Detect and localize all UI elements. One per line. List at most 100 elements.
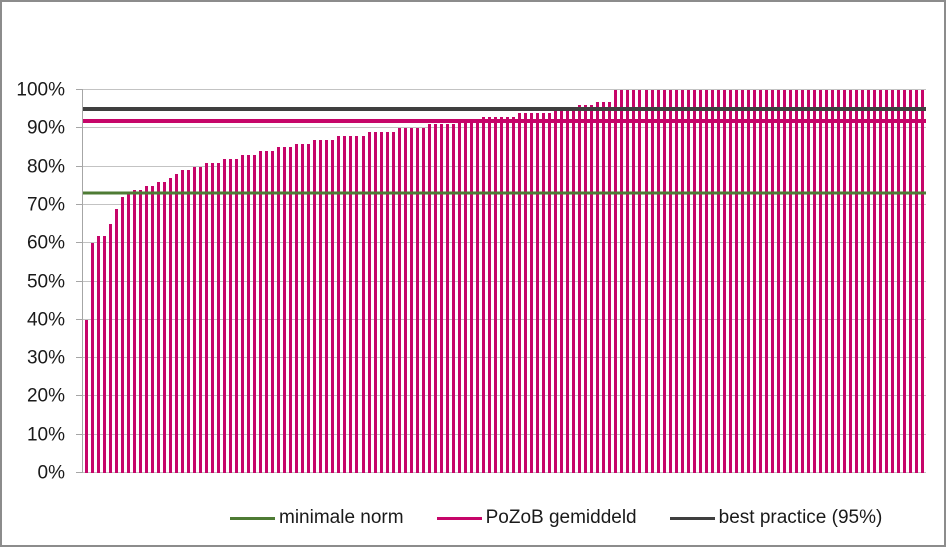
- bar: [210, 162, 214, 473]
- y-axis-tick: [76, 318, 83, 320]
- bar: [283, 147, 287, 473]
- bar: [674, 90, 678, 473]
- bar: [656, 90, 660, 473]
- bar: [295, 143, 299, 473]
- bar: [277, 147, 281, 473]
- bar: [728, 90, 732, 473]
- gridline-0: [83, 472, 926, 473]
- bar: [807, 90, 811, 473]
- bar: [247, 155, 251, 473]
- y-axis-tick: [76, 433, 83, 435]
- legend-item-pozob-gemiddeld: PoZoB gemiddeld: [436, 507, 637, 529]
- gridline-50: [83, 280, 926, 282]
- y-axis-label: 40%: [26, 309, 65, 331]
- bar: [921, 90, 925, 473]
- bar: [740, 90, 744, 473]
- gridline-20: [83, 395, 926, 397]
- bar: [548, 112, 552, 473]
- bar: [813, 90, 817, 473]
- bar: [289, 147, 293, 473]
- y-axis-tick: [76, 280, 83, 282]
- reference-line-pozob-gemiddeld: [83, 118, 926, 123]
- y-axis-tick: [76, 357, 83, 359]
- bar: [903, 90, 907, 473]
- bar: [355, 135, 359, 473]
- bar: [879, 90, 883, 473]
- bar: [499, 116, 503, 473]
- bar: [391, 132, 395, 473]
- bar: [265, 151, 269, 473]
- y-axis-tick: [76, 127, 83, 129]
- bar: [475, 120, 479, 473]
- bar: [421, 128, 425, 473]
- bar: [343, 135, 347, 473]
- bar: [313, 139, 317, 473]
- bar: [126, 193, 130, 473]
- bar: [764, 90, 768, 473]
- bar: [837, 90, 841, 473]
- gridline-80: [83, 165, 926, 167]
- bar: [584, 105, 588, 473]
- bar: [915, 90, 919, 473]
- bar: [253, 155, 257, 473]
- legend-line-best-practice-icon: [669, 516, 715, 520]
- y-axis-label: 50%: [26, 271, 65, 292]
- bar: [457, 120, 461, 473]
- bar: [96, 235, 100, 473]
- legend-line-pozob-gemiddeld-icon: [436, 516, 482, 520]
- bar: [897, 90, 901, 473]
- bar: [325, 139, 329, 473]
- legend-line-minimale-norm-icon: [230, 516, 275, 520]
- y-axis-tick: [76, 395, 83, 397]
- bar: [331, 139, 335, 473]
- bar: [138, 189, 142, 473]
- bar: [180, 170, 184, 473]
- bar: [156, 181, 160, 473]
- y-axis-label: 70%: [26, 194, 65, 216]
- gridline-10: [83, 433, 926, 435]
- bar: [572, 109, 576, 473]
- bar: [403, 128, 407, 473]
- y-axis-tick: [76, 472, 83, 473]
- bar: [632, 90, 636, 473]
- bar: [608, 101, 612, 473]
- bar: [385, 132, 389, 473]
- bar: [758, 90, 762, 473]
- bar: [795, 90, 799, 473]
- bar: [638, 90, 642, 473]
- bar: [855, 90, 859, 473]
- bar: [150, 185, 154, 473]
- bar: [843, 90, 847, 473]
- bar: [259, 151, 263, 473]
- bar: [235, 158, 239, 473]
- bar: [487, 116, 491, 473]
- bar: [84, 319, 88, 473]
- y-axis-label: 10%: [26, 424, 65, 446]
- bar: [451, 124, 455, 473]
- bar: [271, 151, 275, 473]
- bar: [873, 90, 877, 473]
- bar: [650, 90, 654, 473]
- bar: [144, 185, 148, 473]
- legend-item-minimale-norm: minimale norm: [230, 507, 404, 529]
- bar: [223, 158, 226, 473]
- bar: [801, 90, 805, 473]
- gridline-70: [83, 203, 926, 205]
- bar: [614, 90, 618, 473]
- bar: [373, 132, 377, 473]
- reference-line-best-practice-95-: [83, 107, 926, 112]
- bar: [819, 90, 823, 473]
- bar: [379, 132, 383, 473]
- bar: [668, 90, 672, 473]
- bar: [433, 124, 437, 473]
- bar: [662, 90, 666, 473]
- plot-area: 0% 10% 20% 30% 40% 50% 60% 70% 80% 90% 100%: [16, 81, 926, 483]
- bar: [554, 109, 558, 473]
- y-axis-tick: [76, 203, 83, 205]
- bar: [752, 90, 756, 473]
- legend-label-best-practice: best practice (95%): [718, 507, 883, 528]
- bar: [397, 128, 401, 473]
- bar: [506, 116, 509, 473]
- bar: [885, 90, 889, 473]
- bar: [909, 90, 913, 473]
